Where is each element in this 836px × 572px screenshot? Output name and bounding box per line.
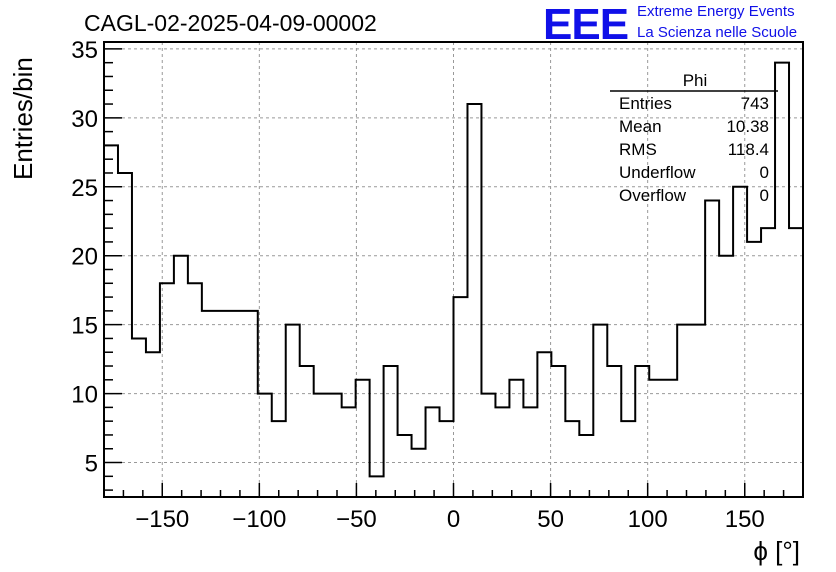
histogram-bin — [495, 407, 509, 497]
stats-label: Mean — [619, 117, 662, 136]
eee-logo: EEE — [543, 0, 629, 49]
stats-value: 10.38 — [726, 117, 769, 136]
x-tick-label: −50 — [336, 506, 377, 533]
histogram-bin — [537, 352, 551, 497]
histogram-bin — [300, 366, 314, 497]
histogram-bin — [230, 311, 244, 497]
histogram-bars — [103, 61, 817, 497]
histogram-bin — [398, 435, 412, 497]
x-tick-label: 50 — [537, 506, 564, 533]
x-tick-label: 0 — [447, 506, 460, 533]
stats-value: 743 — [740, 94, 769, 113]
histogram-bin — [523, 407, 537, 497]
histogram-bin — [356, 380, 370, 497]
histogram-bin — [328, 394, 342, 497]
histogram-bin — [370, 476, 384, 497]
stats-row-mean: Mean 10.38 — [611, 115, 779, 138]
histogram-bin — [677, 325, 691, 497]
histogram-bin — [481, 394, 495, 497]
histogram-bin — [132, 338, 146, 497]
histogram-bin — [467, 104, 481, 497]
y-tick-label: 15 — [71, 313, 98, 340]
histogram-bin — [202, 311, 216, 497]
histogram-bin — [188, 283, 202, 497]
stats-value: 118.4 — [727, 140, 769, 159]
logo-line-2: La Scienza nelle Scuole — [637, 24, 798, 41]
histogram-bin — [314, 394, 328, 497]
y-axis-label: Entries/bin — [8, 57, 38, 180]
histogram-bin — [635, 366, 649, 497]
histogram-bin — [286, 325, 300, 497]
histogram-bin — [761, 228, 775, 497]
x-axis-label: ϕ [°] — [753, 536, 800, 566]
y-tick-label: 10 — [71, 382, 98, 409]
histogram-bin — [803, 76, 817, 497]
histogram-bin — [509, 380, 523, 497]
x-tick-label: 150 — [725, 506, 765, 533]
x-tick-label: 100 — [628, 506, 668, 533]
stats-label: RMS — [619, 140, 657, 159]
histogram-bin — [244, 311, 258, 497]
stats-label: Entries — [619, 94, 672, 113]
histogram-bin — [146, 352, 160, 497]
histogram-bin — [579, 435, 593, 497]
histogram-bin — [426, 407, 440, 497]
stats-box: Phi Entries 743 Mean 10.38 RMS 118.4 Underf… — [611, 70, 779, 207]
stats-label: Underflow — [619, 163, 696, 182]
histogram-bin — [454, 297, 468, 497]
histogram-outline — [103, 61, 804, 497]
histogram-bin — [118, 173, 132, 497]
axis-ticks — [103, 48, 804, 497]
histogram-bin — [272, 421, 286, 497]
y-tick-label: 30 — [71, 106, 98, 133]
histogram-bin — [663, 380, 677, 497]
axis-tick-labels: −150 −100 −50 0 50 100 150 5 10 15 20 25 30 35 — [71, 37, 764, 533]
histogram-bin — [705, 201, 719, 497]
logo-line-1: Extreme Energy Events — [637, 3, 795, 20]
histogram-bin — [174, 256, 188, 497]
histogram-bin — [551, 366, 565, 497]
y-tick-label: 5 — [85, 451, 98, 478]
histogram-bin — [412, 449, 426, 497]
stats-value: 0 — [759, 186, 769, 205]
stats-row-entries: Entries 743 — [611, 92, 779, 115]
stats-value: 0 — [759, 163, 769, 182]
stats-row-overflow: Overflow 0 — [611, 184, 779, 207]
stats-name: Phi — [682, 71, 708, 90]
x-tick-label: −150 — [135, 506, 189, 533]
histogram-bin — [593, 325, 607, 497]
histogram-bin — [258, 394, 272, 497]
histogram-bin — [719, 256, 733, 497]
y-tick-label: 35 — [71, 37, 98, 64]
histogram-bin — [789, 228, 803, 497]
histogram-bin — [607, 366, 621, 497]
histogram-bin — [216, 311, 230, 497]
histogram-bin — [384, 366, 398, 497]
histogram-bin — [565, 421, 579, 497]
histogram-bin — [691, 325, 705, 497]
y-tick-label: 20 — [71, 244, 98, 271]
x-tick-label: −100 — [232, 506, 286, 533]
stats-row-underflow: Underflow 0 — [611, 161, 779, 184]
histogram-bin — [621, 421, 635, 497]
histogram-bin — [649, 380, 663, 497]
histogram-bin — [440, 421, 454, 497]
stats-row-rms: RMS 118.4 — [611, 138, 779, 161]
histogram-bin — [747, 242, 761, 497]
page-title: CAGL-02-2025-04-09-00002 — [84, 10, 377, 36]
stats-label: Overflow — [619, 186, 687, 205]
y-tick-label: 25 — [71, 175, 98, 202]
histogram-bin — [104, 145, 118, 497]
histogram-bin — [342, 407, 356, 497]
